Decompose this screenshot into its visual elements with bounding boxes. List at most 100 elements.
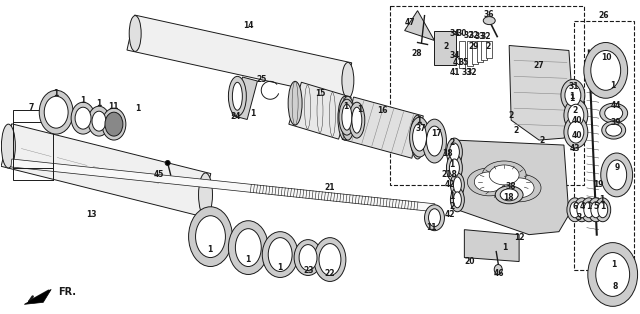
Text: 1: 1 — [502, 243, 508, 252]
Bar — [467, 41, 474, 66]
Polygon shape — [289, 82, 351, 139]
Ellipse shape — [314, 238, 346, 281]
Ellipse shape — [424, 205, 444, 231]
Text: 38: 38 — [506, 182, 516, 191]
Text: 32: 32 — [480, 32, 490, 41]
Ellipse shape — [596, 252, 630, 296]
Ellipse shape — [607, 160, 627, 190]
Ellipse shape — [88, 106, 110, 136]
Text: 2: 2 — [540, 136, 545, 144]
Ellipse shape — [196, 216, 225, 257]
Ellipse shape — [413, 123, 426, 151]
Text: 1: 1 — [54, 89, 59, 98]
Text: 41: 41 — [453, 58, 463, 67]
Text: 13: 13 — [86, 210, 96, 219]
Text: 1: 1 — [135, 104, 140, 113]
Bar — [390, 6, 584, 185]
Text: 42: 42 — [445, 180, 456, 189]
Bar — [481, 41, 487, 60]
Text: 23: 23 — [304, 266, 314, 275]
Ellipse shape — [129, 16, 141, 51]
Ellipse shape — [584, 202, 594, 218]
Ellipse shape — [588, 243, 637, 306]
Text: 40: 40 — [572, 131, 582, 140]
Text: 1: 1 — [569, 94, 575, 103]
Ellipse shape — [338, 96, 352, 140]
Ellipse shape — [451, 188, 465, 212]
Text: 2: 2 — [444, 42, 449, 51]
Ellipse shape — [341, 96, 355, 140]
Polygon shape — [404, 11, 435, 41]
Ellipse shape — [339, 99, 355, 135]
Text: 11: 11 — [108, 102, 118, 111]
Ellipse shape — [198, 173, 212, 217]
Ellipse shape — [581, 198, 596, 222]
Ellipse shape — [105, 112, 123, 136]
Text: 31: 31 — [568, 82, 579, 91]
Polygon shape — [127, 15, 352, 98]
Ellipse shape — [1, 124, 15, 168]
Text: 35: 35 — [458, 58, 468, 67]
Text: 26: 26 — [598, 11, 609, 20]
Text: 2: 2 — [572, 106, 577, 115]
Text: 32: 32 — [468, 31, 479, 40]
Ellipse shape — [500, 189, 518, 201]
Text: 21: 21 — [324, 183, 335, 192]
Text: 40: 40 — [572, 116, 582, 125]
Polygon shape — [232, 77, 257, 120]
Text: 2: 2 — [513, 126, 519, 135]
Ellipse shape — [342, 104, 352, 130]
Text: 2: 2 — [450, 138, 455, 147]
Ellipse shape — [591, 51, 621, 90]
Ellipse shape — [342, 62, 354, 98]
Text: 1: 1 — [244, 255, 250, 264]
Ellipse shape — [602, 121, 626, 139]
Text: 1: 1 — [610, 81, 615, 90]
Ellipse shape — [410, 117, 429, 157]
Ellipse shape — [561, 79, 585, 111]
Text: 15: 15 — [315, 89, 325, 98]
Text: 41: 41 — [450, 68, 461, 77]
Ellipse shape — [453, 192, 461, 208]
Text: 6: 6 — [572, 202, 577, 211]
Polygon shape — [342, 97, 423, 158]
Ellipse shape — [44, 96, 68, 128]
Ellipse shape — [504, 178, 534, 198]
Text: 1: 1 — [207, 245, 212, 254]
Text: 3: 3 — [576, 213, 582, 222]
Ellipse shape — [165, 160, 170, 165]
Text: 1: 1 — [343, 102, 349, 111]
Text: 7: 7 — [29, 103, 34, 112]
Ellipse shape — [451, 173, 465, 197]
Text: 9: 9 — [615, 164, 620, 172]
Text: 25: 25 — [256, 75, 266, 84]
Text: 34: 34 — [449, 51, 460, 60]
Text: 2: 2 — [509, 111, 514, 120]
Text: 30: 30 — [456, 29, 467, 38]
Ellipse shape — [588, 198, 604, 222]
Ellipse shape — [564, 99, 588, 131]
Ellipse shape — [262, 232, 298, 278]
Text: 1: 1 — [357, 105, 362, 114]
Text: 1: 1 — [81, 96, 86, 105]
Text: 10: 10 — [602, 53, 612, 62]
Ellipse shape — [71, 102, 95, 134]
Ellipse shape — [474, 172, 504, 192]
Ellipse shape — [568, 104, 584, 126]
Text: 1: 1 — [449, 160, 454, 170]
Text: 18: 18 — [442, 149, 452, 158]
Text: 1: 1 — [600, 202, 605, 211]
Ellipse shape — [577, 202, 587, 218]
Ellipse shape — [268, 238, 292, 272]
Polygon shape — [509, 46, 574, 140]
Text: 1: 1 — [611, 260, 616, 269]
Ellipse shape — [75, 107, 91, 129]
Text: 8: 8 — [612, 282, 618, 291]
Text: 47: 47 — [404, 18, 415, 27]
Text: 1: 1 — [250, 109, 255, 118]
Text: 37: 37 — [415, 124, 426, 133]
Text: 14: 14 — [243, 21, 253, 30]
Text: 24: 24 — [230, 112, 241, 121]
Text: 34: 34 — [449, 29, 460, 38]
Text: 45: 45 — [154, 171, 164, 179]
